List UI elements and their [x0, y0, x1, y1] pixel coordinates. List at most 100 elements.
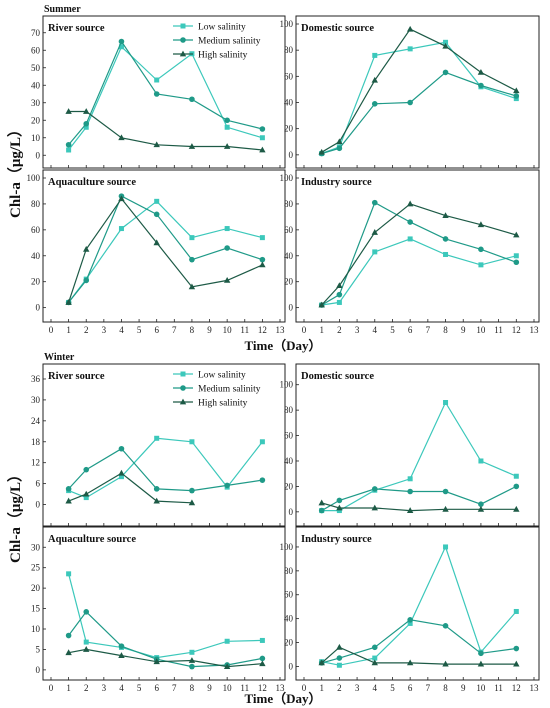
series-line-medium: [321, 619, 517, 664]
x-tick-label: 11: [240, 683, 249, 693]
point-low: [154, 198, 160, 204]
point-high: [371, 229, 378, 235]
legend-label-low: Low salinity: [198, 23, 246, 33]
legend-marker-high: [179, 398, 187, 405]
y-tick-label: 20: [284, 277, 294, 287]
point-high: [188, 657, 196, 663]
point-medium: [259, 256, 266, 263]
point-high: [223, 663, 231, 669]
point-medium: [153, 91, 160, 97]
x-tick-label: 2: [337, 683, 342, 693]
y-tick-label: 20: [284, 124, 294, 134]
point-medium: [189, 96, 195, 103]
point-high: [65, 497, 72, 504]
point-high: [477, 660, 485, 667]
point-medium: [478, 650, 484, 657]
y-tick-label: 100: [280, 19, 294, 29]
x-tick-label: 11: [494, 683, 503, 693]
point-low: [513, 253, 519, 259]
x-tick-label: 13: [530, 325, 540, 335]
point-medium: [442, 69, 449, 76]
point-low: [336, 299, 342, 305]
legend-label-medium: Medium salinity: [198, 385, 261, 395]
point-medium: [318, 507, 325, 514]
point-high: [65, 108, 72, 114]
series-line-medium: [68, 610, 263, 668]
x-tick-label: 12: [258, 683, 267, 693]
panel-title: Domestic source: [301, 371, 374, 382]
point-high: [336, 504, 343, 511]
panel-title: Industry source: [301, 534, 372, 545]
point-low: [407, 476, 413, 482]
x-tick-label: 10: [476, 683, 486, 693]
panel-5: 0 20 40 60 80 100 Domestic source: [280, 363, 540, 527]
x-tick-label: 9: [461, 683, 466, 693]
point-high: [513, 231, 520, 238]
point-high: [371, 76, 378, 83]
point-high: [442, 505, 449, 512]
point-high: [442, 660, 449, 667]
point-low: [513, 608, 519, 614]
y-tick-label: 0: [289, 507, 294, 517]
panel-title: River source: [48, 371, 105, 382]
y-tick-label: 0: [289, 661, 294, 671]
point-high: [336, 138, 343, 145]
point-high: [188, 283, 196, 290]
point-low: [154, 435, 160, 441]
y-tick-label: 12: [31, 458, 40, 468]
y-tick-label: 40: [284, 251, 294, 261]
x-tick-label: 13: [276, 683, 286, 693]
panel-frame: [295, 15, 540, 169]
y-tick-label: 6: [36, 479, 41, 489]
point-high: [153, 497, 160, 504]
point-medium: [153, 486, 160, 492]
point-high: [477, 221, 485, 228]
point-medium: [259, 477, 266, 483]
y-tick-label: 60: [284, 225, 294, 235]
point-low: [189, 235, 195, 241]
y-tick-label: 40: [284, 614, 294, 624]
point-high: [513, 87, 520, 94]
y-tick-label: 100: [280, 380, 294, 390]
x-tick-label: 0: [302, 325, 307, 335]
point-low: [336, 662, 342, 668]
series-line-high: [68, 110, 263, 151]
panel-title: Domestic source: [301, 23, 374, 34]
series-line-low: [321, 545, 517, 666]
point-high: [153, 239, 160, 246]
x-tick-label: 1: [66, 683, 71, 693]
y-tick-label: 80: [31, 199, 41, 209]
point-medium: [478, 82, 484, 89]
x-tick-label: 6: [154, 683, 159, 693]
panel-frame: [295, 526, 540, 681]
point-low: [259, 439, 265, 445]
panel-frame: [42, 526, 286, 681]
section-label-winter: Winter: [44, 352, 75, 363]
panel-frame: [42, 169, 286, 323]
panel-title: Aquaculture source: [48, 177, 136, 188]
point-high: [442, 212, 449, 218]
panel-1: 0 20 40 60 80 100 Domestic source: [280, 15, 540, 169]
series-line-medium: [321, 71, 517, 155]
legend-label-high: High salinity: [198, 51, 248, 61]
section-label-summer: Summer: [44, 4, 81, 15]
x-tick-label: 4: [373, 325, 378, 335]
point-low: [83, 495, 89, 501]
series-line-low: [321, 238, 517, 306]
point-medium: [259, 655, 266, 662]
point-low: [189, 649, 195, 655]
point-medium: [259, 126, 266, 132]
point-medium: [189, 256, 195, 263]
point-medium: [442, 236, 449, 242]
point-medium: [371, 644, 378, 651]
point-high: [118, 134, 125, 141]
point-low: [407, 620, 413, 626]
y-tick-label: 0: [36, 500, 41, 510]
point-high: [318, 499, 325, 506]
point-high: [371, 504, 378, 511]
y-tick-label: 40: [31, 251, 41, 261]
point-medium: [336, 655, 343, 661]
y-tick-label: 0: [36, 665, 41, 675]
